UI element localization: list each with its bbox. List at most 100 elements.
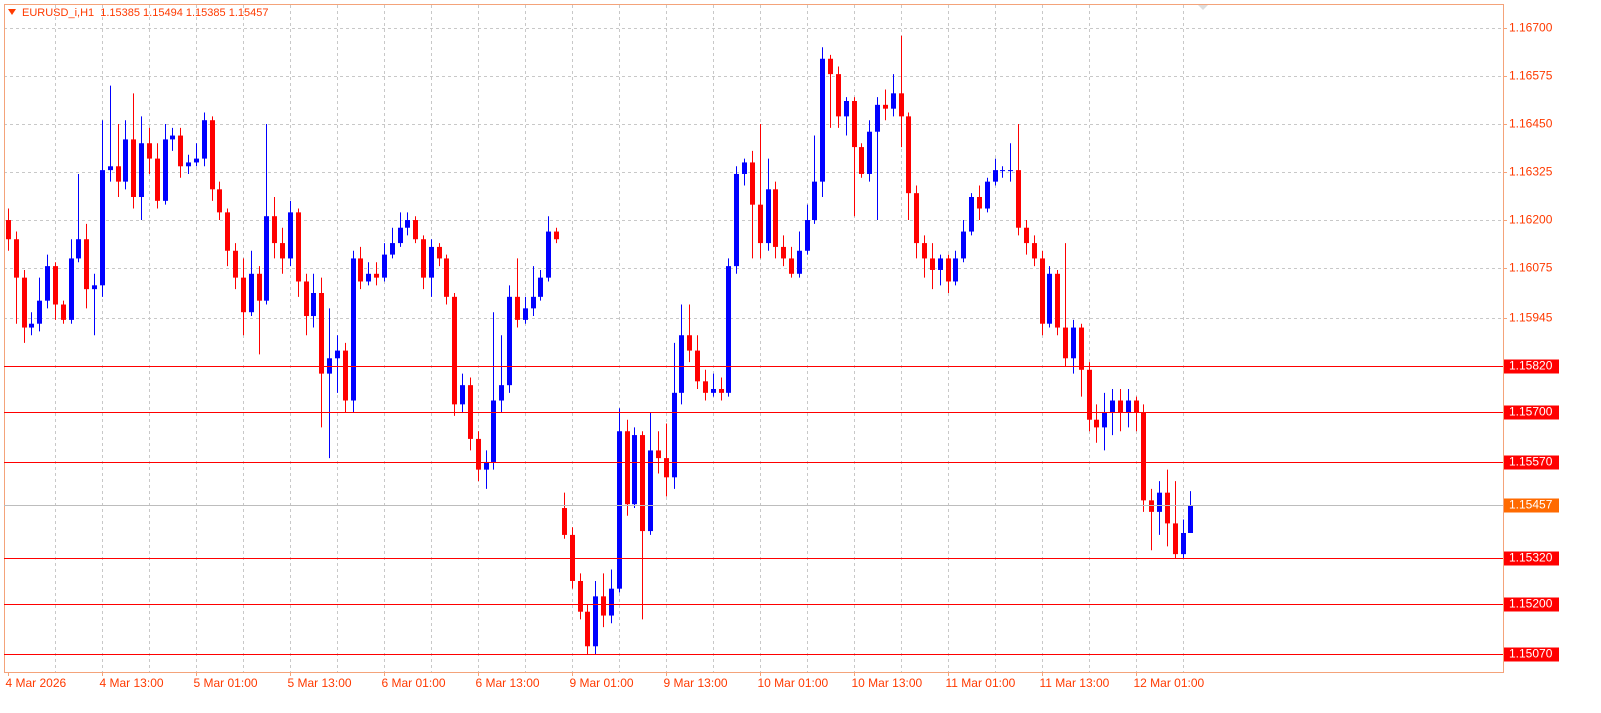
- candle-body: [1047, 273, 1052, 324]
- candle-body: [546, 231, 551, 278]
- candle-body: [382, 254, 387, 278]
- candle-body: [664, 458, 669, 478]
- candle-body: [413, 220, 418, 240]
- candle-body: [366, 273, 371, 282]
- candle-body: [875, 104, 880, 132]
- candle-body: [484, 461, 489, 470]
- title-arrow: [8, 9, 16, 15]
- candle-body: [773, 189, 778, 247]
- candle-body: [272, 216, 277, 244]
- candle-body: [679, 335, 684, 393]
- candle-body: [1173, 523, 1178, 555]
- candle-body: [1118, 400, 1123, 413]
- candle-body: [233, 250, 238, 278]
- candle-body: [257, 273, 262, 301]
- candle-body: [617, 431, 622, 589]
- x-tick-label: 4 Mar 2026: [6, 676, 67, 690]
- candle-body: [1110, 400, 1115, 413]
- candle-body: [859, 147, 864, 174]
- candle-body: [1149, 500, 1154, 512]
- candle-body: [1141, 412, 1146, 501]
- candle-body: [812, 181, 817, 221]
- candle-body: [930, 258, 935, 270]
- chart-title: EURUSD_i,H1 1.15385 1.15494 1.15385 1.15…: [22, 7, 268, 19]
- candle-body: [155, 158, 160, 201]
- candle-body: [1063, 327, 1068, 359]
- candle-body: [852, 100, 857, 148]
- x-tick-label: 5 Mar 13:00: [288, 676, 352, 690]
- candle-body: [695, 350, 700, 382]
- candle-body: [554, 231, 559, 240]
- candle-body: [977, 196, 982, 209]
- candle-body: [1157, 492, 1162, 512]
- candle-body: [1134, 400, 1139, 413]
- level-label: 1.15570: [1509, 455, 1553, 469]
- candle-body: [570, 534, 575, 581]
- candle-body: [906, 116, 911, 194]
- y-tick-label: 1.16325: [1509, 165, 1553, 179]
- x-tick-label: 4 Mar 13:00: [100, 676, 164, 690]
- candle-body: [1055, 273, 1060, 328]
- candle-body: [225, 212, 230, 251]
- candle-body: [538, 277, 543, 297]
- candle-body: [288, 212, 293, 259]
- x-tick-label: 5 Mar 01:00: [194, 676, 258, 690]
- current-price-box: [1504, 498, 1559, 513]
- y-tick-label: 1.16200: [1509, 213, 1553, 227]
- candle-body: [993, 170, 998, 182]
- candle-body: [969, 196, 974, 232]
- candle-body: [562, 508, 567, 535]
- candle-body: [69, 258, 74, 320]
- candle-body: [491, 400, 496, 462]
- y-tick-label: 1.16450: [1509, 117, 1553, 131]
- candle-body: [14, 239, 19, 278]
- candle-body: [703, 381, 708, 393]
- y-tick-label: 1.16700: [1509, 21, 1553, 35]
- x-tick-label: 11 Mar 01:00: [946, 676, 1016, 690]
- candle-body: [116, 166, 121, 182]
- candle-body: [429, 246, 434, 278]
- candle-body: [100, 170, 105, 286]
- candle-body: [711, 388, 716, 393]
- candle-body: [781, 246, 786, 259]
- candle-body: [452, 296, 457, 405]
- candle-body: [335, 350, 340, 359]
- candle-body: [163, 139, 168, 201]
- candle-body: [953, 258, 958, 282]
- candle-body: [1094, 419, 1099, 428]
- candle-body: [437, 246, 442, 259]
- candle-body: [914, 193, 919, 244]
- candle-body: [280, 243, 285, 259]
- candle-body: [640, 435, 645, 532]
- level-label: 1.15320: [1509, 551, 1553, 565]
- y-tick-label: 1.16575: [1509, 69, 1553, 83]
- candle-body: [844, 100, 849, 117]
- candle-body: [1008, 170, 1013, 172]
- marks: [6, 35, 1193, 654]
- candle-body: [1188, 505, 1193, 533]
- x-tick-label: 9 Mar 13:00: [664, 676, 728, 690]
- candle-body: [656, 450, 661, 459]
- candle-body: [1126, 400, 1131, 413]
- candle-body: [625, 431, 630, 505]
- candle-body: [29, 323, 34, 328]
- candle-body: [139, 143, 144, 197]
- plot-frame: [4, 4, 1504, 673]
- level-label: 1.15200: [1509, 597, 1553, 611]
- candle-body: [22, 277, 27, 328]
- candle-body: [202, 120, 207, 159]
- x-tick-label: 6 Mar 13:00: [476, 676, 540, 690]
- candle-body: [985, 181, 990, 209]
- level-label: 1.15820: [1509, 359, 1553, 373]
- candle-body: [1032, 243, 1037, 259]
- candle-body: [593, 596, 598, 647]
- y-tick-label: 1.16075: [1509, 261, 1553, 275]
- x-tick-label: 9 Mar 01:00: [570, 676, 634, 690]
- candle-body: [507, 296, 512, 386]
- candle-body: [92, 285, 97, 290]
- candle-body: [1071, 327, 1076, 359]
- candle-body: [891, 93, 896, 109]
- current-price-label: 1.15457: [1509, 498, 1553, 512]
- candle-body: [84, 239, 89, 290]
